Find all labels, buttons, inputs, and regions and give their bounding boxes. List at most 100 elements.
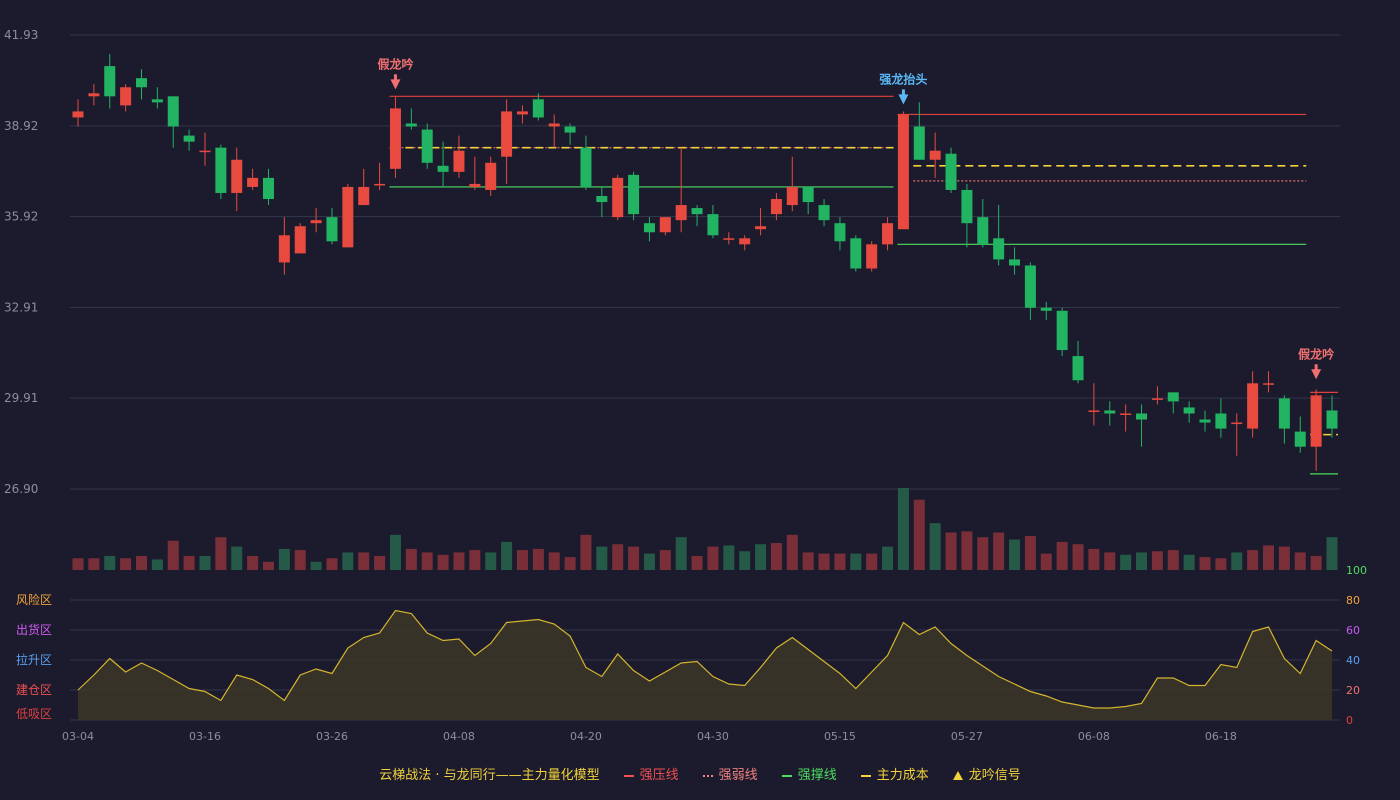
volume-bar [945,532,957,570]
candle-body [1215,413,1227,429]
volume-bar [723,545,735,570]
candle-body [643,223,655,233]
x-tick-label: 04-20 [570,730,602,743]
candle-body [485,162,497,190]
volume-bar [659,550,671,570]
volume-bar [961,531,973,570]
legend-item: 强压线 [623,768,679,783]
volume-bar [501,541,513,570]
volume-bar [358,552,370,570]
candle-body [564,126,576,133]
signal-arrow [390,79,401,90]
x-tick-label: 03-16 [189,730,221,743]
candle-body [278,235,290,263]
signal-arrow [1311,369,1322,380]
oscillator-zone-label: 拉升区 [16,652,52,667]
volume-bar [532,548,544,570]
x-tick-label: 03-04 [62,730,94,743]
volume-bar [1120,554,1132,570]
volume-bar [1151,551,1163,570]
volume-bar [993,532,1005,570]
candle-body [199,150,211,153]
x-tick-label: 03-26 [316,730,348,743]
volume-bar [437,554,449,570]
candle-body [532,99,544,118]
signal-arrow [898,94,909,105]
signal-label: 假龙吟 [1298,346,1334,361]
candle-body [469,183,481,187]
oscillator-tick-label: 20 [1346,684,1360,697]
candle-body [1231,422,1243,425]
candle-body [834,223,846,242]
candle-body [675,205,687,221]
legend-label: 主力成本 [876,768,929,783]
volume-bar [516,550,528,570]
candle-body [1199,419,1211,423]
volume-bar [675,537,687,570]
volume-bar [389,534,401,570]
volume-bar [612,544,624,570]
volume-bar [628,546,640,570]
volume-bar [1056,541,1068,570]
candle-body [628,174,640,215]
legend-item: 主力成本 [860,768,929,783]
volume-bar [691,555,703,570]
volume-bar [1199,557,1211,570]
oscillator-tick-label: 100 [1346,564,1367,577]
volume-bar [215,537,227,570]
volume-bar [294,550,306,570]
volume-bar [755,544,767,570]
oscillator-zone-label: 出货区 [16,622,52,637]
candle-body [262,177,274,200]
volume-bar [1326,537,1338,570]
oscillator-line [77,609,1333,709]
volume-bar [1009,539,1021,570]
x-tick-label: 04-08 [443,730,475,743]
x-tick-label: 05-15 [824,730,856,743]
candle-body [977,217,989,245]
legend-label: 强弱线 [718,768,758,783]
volume-bar [913,499,925,570]
candle-body [1183,407,1195,414]
candle-body [326,217,338,242]
legend-marker [952,771,963,780]
volume-bar [786,534,798,570]
legend-label: 强撑线 [797,768,837,783]
candle-body [453,150,465,172]
candle-body [437,165,449,172]
candle-body [548,123,560,127]
legend-marker [623,774,634,777]
signal-label: 强龙抬头 [879,71,927,86]
x-tick-label: 05-27 [951,730,983,743]
candle-body [1151,398,1163,400]
candle-body [1263,383,1275,385]
oscillator-zone-label: 建仓区 [16,683,52,697]
candle-body [739,238,751,245]
volume-bar [882,546,894,570]
volume-bar [72,558,84,570]
candle-body [231,159,243,193]
volume-bar [866,553,878,570]
volume-bar [231,546,243,570]
candle-body [1136,413,1148,420]
signal-arrow-stem [393,74,397,81]
volume-bar [151,559,163,570]
candle-body [755,226,767,230]
legend-marker [860,774,871,777]
candle-body [723,238,735,240]
candle-body [405,123,417,127]
oscillator-zone-label: 低吸区 [16,707,52,721]
volume-bar [596,546,608,570]
volume-bar [707,546,719,570]
volume-bar [88,558,100,570]
candle-body [850,238,862,269]
candle-body [802,186,814,203]
candle-body [961,189,973,224]
candle-body [945,153,957,190]
candle-body [294,226,306,254]
volume-bar [1263,545,1275,570]
volume-bar [643,553,655,570]
volume-bar [834,553,846,570]
candle-body [596,195,608,203]
candle-body [342,186,354,248]
